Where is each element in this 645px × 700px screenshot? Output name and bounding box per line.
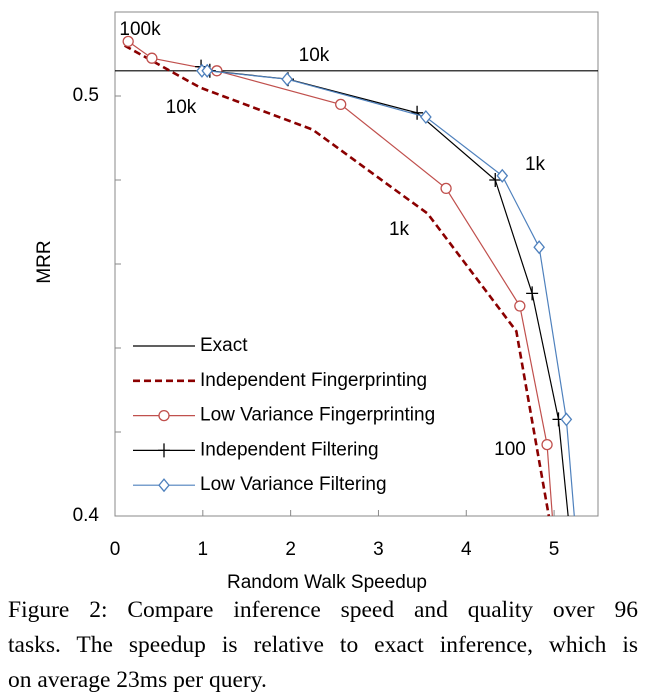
annotation: 1k: [525, 154, 546, 175]
y-axis-label: MRR: [34, 240, 55, 283]
legend-label: Low Variance Filtering: [200, 474, 387, 495]
marker: [122, 35, 134, 48]
y-tick-label: 0.4: [73, 505, 100, 526]
marker: [496, 168, 509, 183]
annotation: 100: [494, 439, 526, 460]
caption-line: tasks. The speedup is relative to exact …: [8, 632, 638, 658]
marker: [514, 300, 526, 312]
legend-label: Low Variance Fingerprinting: [200, 405, 435, 426]
series-line: [124, 44, 551, 517]
x-tick-label: 2: [285, 539, 296, 560]
marker: [541, 438, 553, 451]
annotation: 10k: [166, 97, 197, 118]
y-tick-label: 0.5: [73, 85, 99, 106]
marker: [440, 182, 452, 195]
marker: [335, 98, 347, 111]
marker: [560, 412, 573, 427]
marker: [158, 443, 170, 458]
marker: [526, 286, 539, 301]
marker: [420, 109, 432, 125]
annotation: 10k: [299, 45, 330, 66]
x-tick-label: 4: [461, 539, 472, 560]
marker: [158, 409, 170, 422]
series: [196, 63, 575, 517]
legend-label: Independent Fingerprinting: [200, 370, 427, 391]
marker: [158, 478, 170, 493]
marker: [411, 105, 424, 120]
marker: [489, 173, 502, 187]
x-tick-label: 5: [549, 539, 560, 560]
marker: [146, 52, 158, 64]
caption-line: on average 23ms per query.: [8, 667, 267, 693]
series-line: [127, 40, 553, 517]
caption-line: Figure 2: Compare inference speed and qu…: [8, 597, 638, 623]
annotation: 100k: [119, 19, 161, 40]
legend-label: Exact: [200, 335, 248, 356]
series: [122, 35, 553, 517]
x-axis-label: Random Walk Speedup: [227, 572, 427, 593]
caption: Figure 2: Compare inference speed and qu…: [8, 593, 638, 698]
annotation: 1k: [389, 219, 410, 240]
x-tick-label: 1: [198, 539, 209, 560]
marker: [201, 63, 214, 78]
series: [124, 44, 551, 517]
marker: [281, 72, 293, 87]
x-tick-label: 3: [373, 539, 384, 560]
marker: [533, 240, 546, 255]
legend-label: Independent Filtering: [200, 439, 379, 460]
series-line: [201, 70, 575, 517]
chart: Random Walk Speedup MRR 0 1 2 3 4 5 0.4 0.5 Exac…: [34, 11, 599, 593]
x-tick-label: 0: [110, 539, 121, 560]
